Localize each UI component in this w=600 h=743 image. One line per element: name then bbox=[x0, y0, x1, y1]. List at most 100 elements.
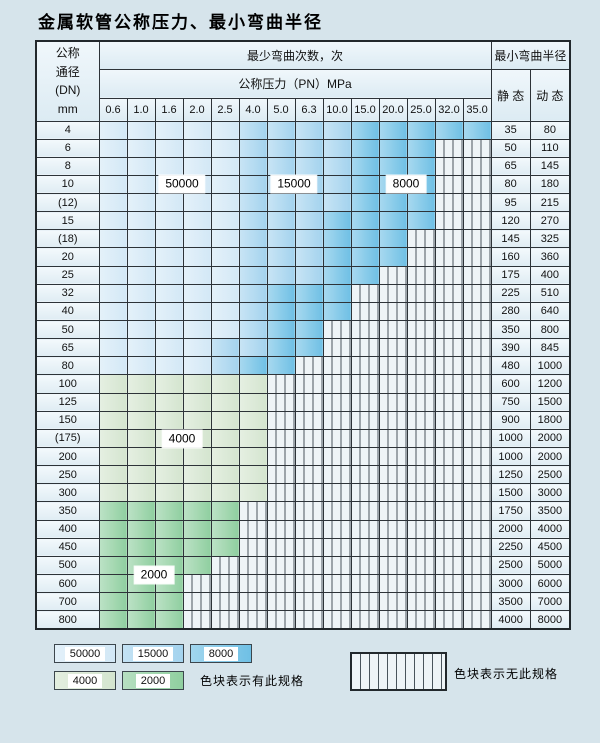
grid-cell-8000 bbox=[266, 283, 296, 303]
grid-cell-no-spec bbox=[210, 592, 240, 612]
grid-cell-50000 bbox=[98, 320, 128, 340]
grid-cell-50000 bbox=[98, 193, 128, 213]
grid-cell-no-spec bbox=[406, 338, 436, 358]
grid-cell-8000 bbox=[406, 156, 436, 176]
grid-cell-50000 bbox=[210, 301, 240, 322]
grid-cell-no-spec bbox=[434, 265, 464, 285]
static-radius-cell: 95 bbox=[490, 193, 531, 213]
grid-cell-50000 bbox=[126, 229, 156, 249]
pressure-tick: 6.3 bbox=[294, 97, 324, 122]
legend-swatch-label: 50000 bbox=[64, 646, 106, 661]
grid-cell-no-spec bbox=[322, 592, 352, 612]
grid-cell-no-spec bbox=[350, 537, 380, 557]
table-row: 150 900 1800 bbox=[35, 410, 571, 430]
dn-cell: 25 bbox=[35, 265, 100, 285]
grid-cell-no-spec bbox=[462, 465, 492, 485]
dn-cell: 10 bbox=[35, 174, 100, 195]
static-radius-cell: 1750 bbox=[490, 501, 531, 521]
grid-cell-no-spec bbox=[462, 338, 492, 358]
grid-cell-4000 bbox=[238, 374, 268, 394]
grid-cell-4000 bbox=[126, 392, 156, 412]
grid-cell-15000 bbox=[210, 356, 240, 376]
grid-cell-no-spec bbox=[462, 229, 492, 249]
grid-cell-4000 bbox=[182, 410, 212, 430]
grid-cell-no-spec bbox=[434, 574, 464, 594]
grid-cell-15000 bbox=[322, 138, 352, 158]
grid-cell-no-spec bbox=[406, 283, 436, 303]
dynamic-radius-cell: 325 bbox=[529, 229, 571, 249]
static-radius-cell: 35 bbox=[490, 120, 531, 140]
grid-cell-8000 bbox=[350, 229, 380, 249]
grid-cell-8000 bbox=[378, 247, 408, 267]
grid-cell-no-spec bbox=[238, 519, 268, 539]
grid-cell-4000 bbox=[98, 447, 128, 467]
grid-cell-no-spec bbox=[462, 193, 492, 213]
grid-cell-2000 bbox=[154, 519, 184, 539]
grid-cell-no-spec bbox=[378, 374, 408, 394]
grid-cell-4000 bbox=[210, 374, 240, 394]
grid-cell-no-spec bbox=[350, 320, 380, 340]
dynamic-radius-cell: 2500 bbox=[529, 465, 571, 485]
grid-cell-8000 bbox=[378, 229, 408, 249]
grid-cell-no-spec bbox=[434, 392, 464, 412]
table-row: 125 750 1500 bbox=[35, 392, 571, 412]
grid-cell-50000 bbox=[126, 247, 156, 267]
grid-cell-8000 bbox=[266, 320, 296, 340]
grid-cell-no-spec bbox=[378, 555, 408, 576]
grid-cell-8000 bbox=[294, 283, 324, 303]
grid-cell-4000 bbox=[210, 392, 240, 412]
grid-cell-2000 bbox=[98, 519, 128, 539]
grid-cell-50000 bbox=[154, 338, 184, 358]
grid-cell-50000 bbox=[154, 301, 184, 322]
grid-cell-50000 bbox=[154, 138, 184, 158]
grid-cell-50000 bbox=[154, 193, 184, 213]
grid-cell-8000 bbox=[350, 174, 380, 195]
grid-cell-no-spec bbox=[406, 574, 436, 594]
grid-cell-50000 bbox=[126, 338, 156, 358]
dn-cell: 80 bbox=[35, 356, 100, 376]
grid-cell-15000 bbox=[294, 247, 324, 267]
grid-cell-no-spec bbox=[350, 483, 380, 503]
grid-cell-4000 bbox=[238, 428, 268, 449]
grid-cell-50000 bbox=[210, 174, 240, 195]
dynamic-radius-cell: 180 bbox=[529, 174, 571, 195]
grid-cell-no-spec bbox=[406, 320, 436, 340]
grid-cell-8000 bbox=[378, 156, 408, 176]
grid-cell-4000 bbox=[126, 374, 156, 394]
table-row: 450 2250 4500 bbox=[35, 537, 571, 557]
static-column-header: 静 态 bbox=[490, 68, 531, 122]
dn-cell: 32 bbox=[35, 283, 100, 303]
grid-cell-8000 bbox=[350, 211, 380, 231]
static-radius-cell: 390 bbox=[490, 338, 531, 358]
grid-cell-no-spec bbox=[462, 501, 492, 521]
static-radius-cell: 2250 bbox=[490, 537, 531, 557]
table-row: 700 3500 7000 bbox=[35, 592, 571, 612]
grid-cell-no-spec bbox=[322, 483, 352, 503]
grid-cell-no-spec bbox=[378, 537, 408, 557]
dn-cell: 600 bbox=[35, 574, 100, 594]
table-row: 32 225 510 bbox=[35, 283, 571, 303]
pressure-tick: 10.0 bbox=[322, 97, 352, 122]
table-row: (18) 145 325 bbox=[35, 229, 571, 249]
grid-cell-8000 bbox=[350, 265, 380, 285]
grid-cell-no-spec bbox=[322, 465, 352, 485]
legend-swatch-8000: 8000 bbox=[190, 644, 252, 663]
grid-cell-8000 bbox=[406, 120, 436, 140]
grid-cell-50000 bbox=[210, 283, 240, 303]
grid-cell-no-spec bbox=[350, 501, 380, 521]
grid-cell-50000 bbox=[154, 320, 184, 340]
grid-cell-4000 bbox=[154, 483, 184, 503]
grid-cell-8000 bbox=[406, 193, 436, 213]
grid-cell-50000 bbox=[126, 156, 156, 176]
grid-cell-no-spec bbox=[378, 392, 408, 412]
table-row: 350 1750 3500 bbox=[35, 501, 571, 521]
static-radius-cell: 2000 bbox=[490, 519, 531, 539]
grid-cell-8000 bbox=[378, 193, 408, 213]
dn-column-header: 公称 通径 (DN) mm bbox=[35, 40, 100, 122]
grid-cell-no-spec bbox=[322, 320, 352, 340]
dynamic-radius-cell: 1500 bbox=[529, 392, 571, 412]
grid-cell-4000 bbox=[182, 374, 212, 394]
grid-cell-no-spec bbox=[238, 592, 268, 612]
dynamic-radius-cell: 2000 bbox=[529, 428, 571, 449]
